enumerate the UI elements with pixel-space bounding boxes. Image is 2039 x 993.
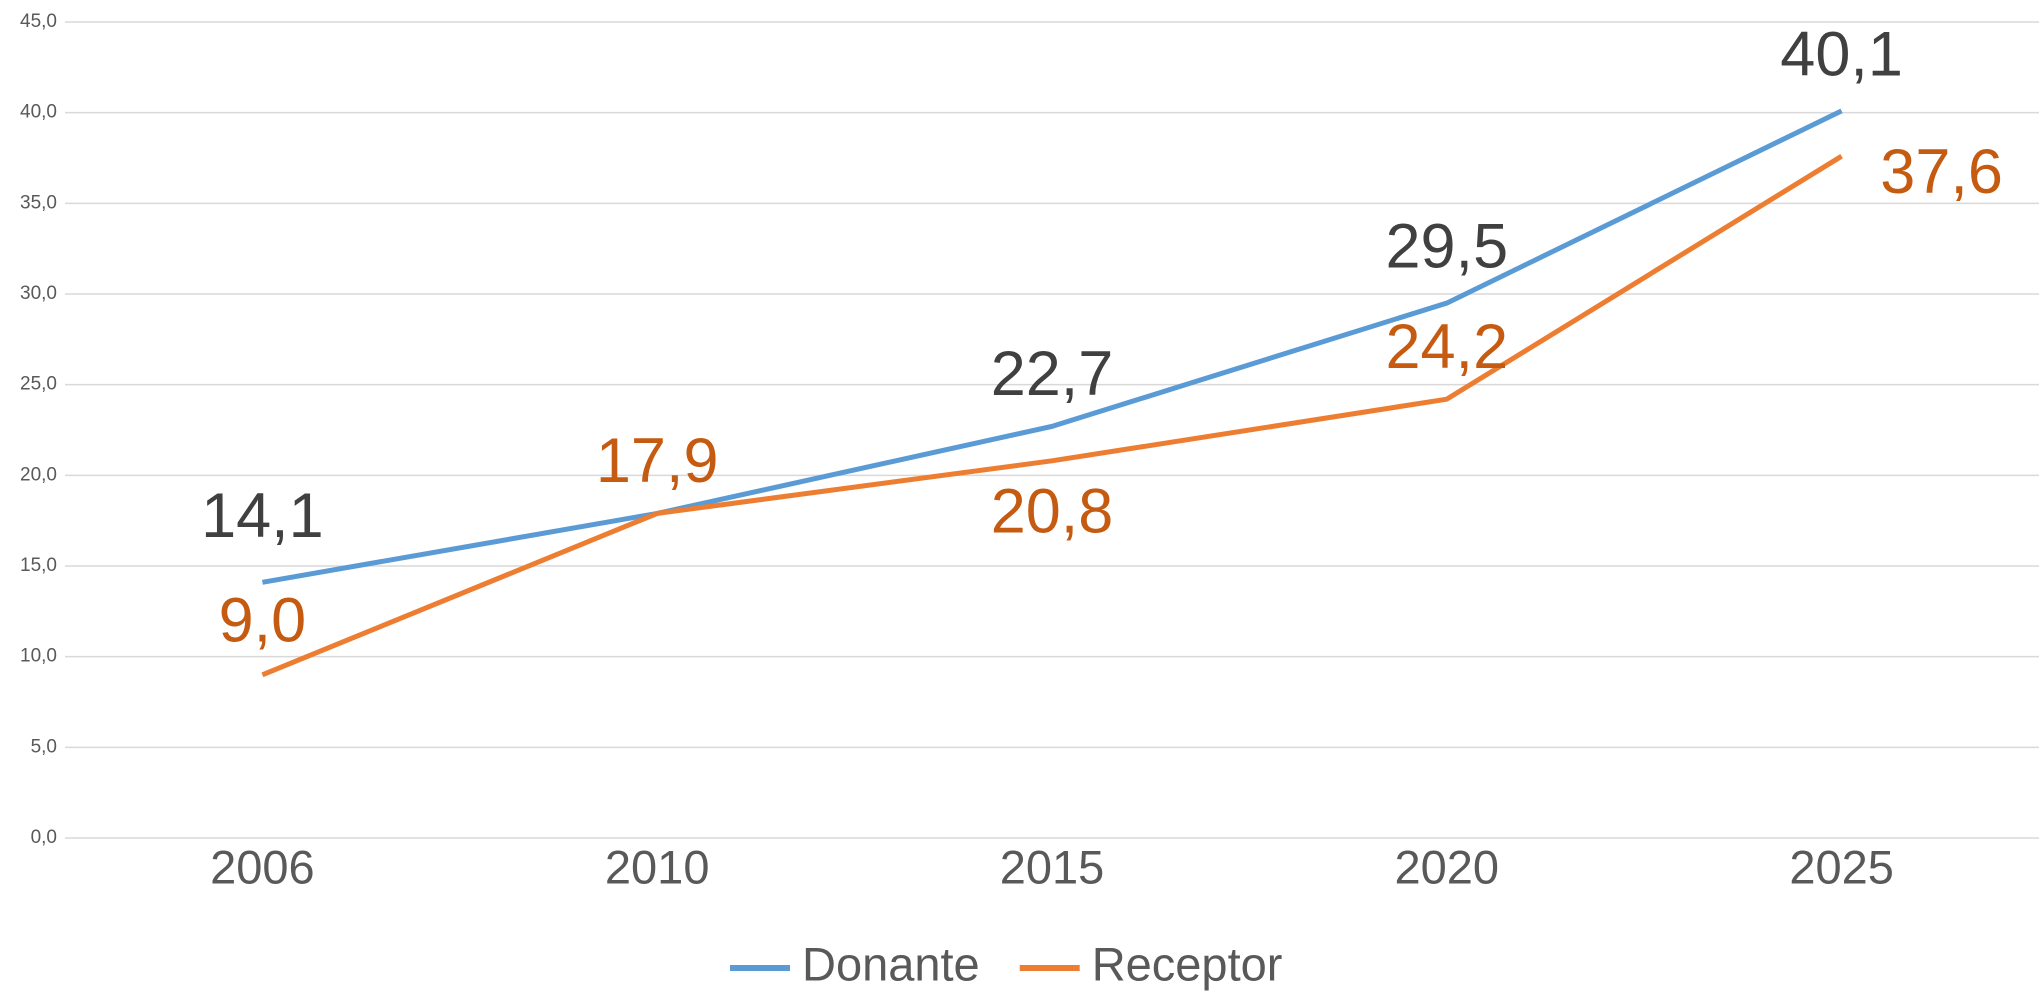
x-tick-label: 2006 (210, 840, 315, 893)
x-tick-label: 2010 (605, 840, 710, 893)
x-tick-label: 2020 (1395, 840, 1500, 893)
y-tick-label: 15,0 (20, 555, 57, 576)
data-label: 29,5 (1385, 212, 1508, 282)
y-tick-label: 20,0 (20, 464, 57, 485)
chart: 0,0 5,0 10,0 15,0 20,0 25,0 30,0 35,0 40,0 45,0 20… (0, 0, 2039, 993)
y-tick-label: 5,0 (31, 736, 57, 757)
page: 0,0 5,0 10,0 15,0 20,0 25,0 30,0 35,0 40,0 45,0 20… (0, 0, 2039, 993)
y-tick-label: 35,0 (20, 192, 57, 213)
data-label: 17,9 (596, 426, 719, 496)
legend-label: Receptor (1092, 937, 1283, 990)
y-tick-label: 0,0 (31, 827, 57, 848)
legend-label: Donante (802, 937, 980, 990)
y-tick-label: 40,0 (20, 102, 57, 123)
data-label: 20,8 (991, 476, 1114, 546)
data-label: 37,6 (1880, 137, 2003, 207)
data-label: 9,0 (219, 585, 307, 655)
x-tick-label: 2025 (1789, 840, 1894, 893)
series-line (262, 156, 1841, 675)
data-label: 40,1 (1780, 19, 1903, 89)
data-label: 22,7 (991, 339, 1114, 409)
y-tick-label: 30,0 (20, 283, 57, 304)
x-tick-label: 2015 (1000, 840, 1105, 893)
y-tick-label: 10,0 (20, 646, 57, 667)
y-tick-label: 45,0 (20, 11, 57, 32)
data-label: 24,2 (1385, 312, 1508, 382)
y-tick-label: 25,0 (20, 374, 57, 395)
data-label: 14,1 (201, 481, 324, 551)
